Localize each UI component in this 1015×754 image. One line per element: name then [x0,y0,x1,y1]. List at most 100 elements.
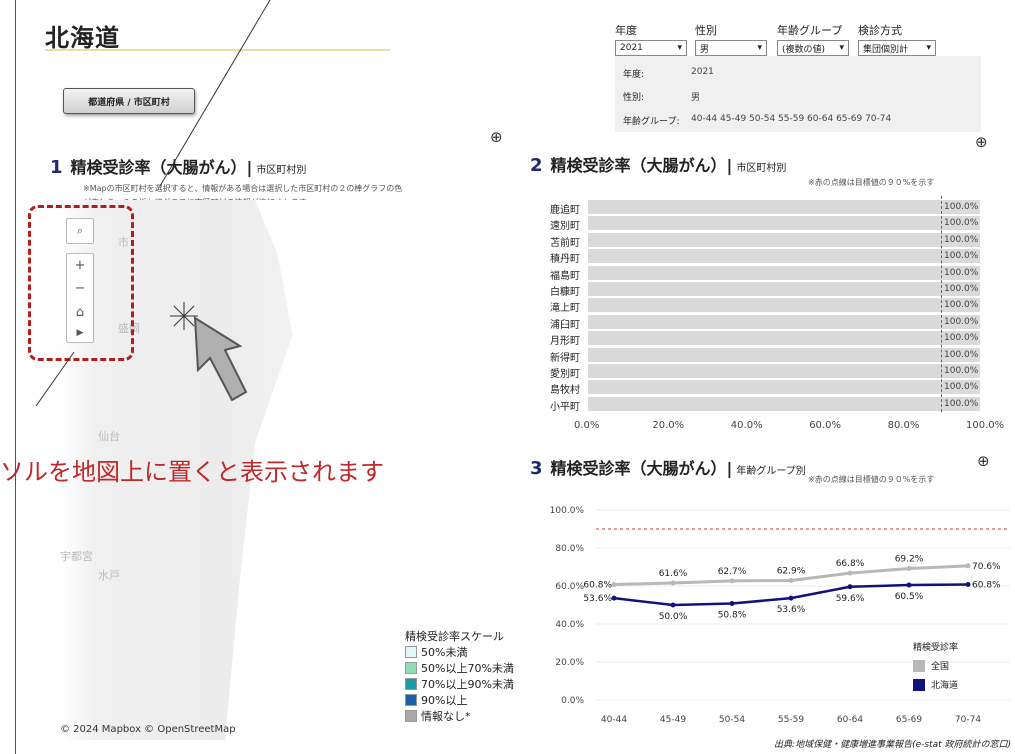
bar[interactable] [588,232,980,247]
bar[interactable] [588,347,980,362]
summary-year-value: 2021 [691,67,714,77]
filter-year-label: 年度 [615,24,637,37]
data-label: 62.9% [777,566,806,576]
filter-year[interactable]: 年度 2021 ▾ [615,22,687,56]
legend-label: 90%以上 [421,694,468,707]
legend-swatch [405,710,417,722]
x-tick-label: 60.0% [809,420,841,431]
legend-swatch [405,678,417,690]
x-tick-label: 60-64 [837,715,863,725]
bar-row[interactable]: 小平町 100.0% [548,396,996,413]
legend-label: 情報なし* [421,710,471,723]
filter-screening-method[interactable]: 検診方式 集団個別計 ▾ [858,22,936,56]
bar-row[interactable]: 白糠町 100.0% [548,282,996,298]
section2-note: ※赤の点線は目標値の９０%を示す [808,178,935,187]
bar-row[interactable]: 福島町 100.0% [548,265,996,282]
bar[interactable] [588,331,980,346]
prefecture-municipality-switch-button[interactable]: 都道府県 / 市区町村 [63,88,195,114]
bar[interactable] [588,265,980,280]
map-attribution[interactable]: © 2024 Mapbox © OpenStreetMap [60,724,236,735]
home-icon[interactable]: ⌂ [75,304,85,320]
map-cursor-callout: ソルを地図上に置くと表示されます [0,458,384,486]
filter-age-group[interactable]: 年齢グループ (複数の値) ▾ [777,22,849,56]
data-label: 70.6% [972,562,1001,572]
selection-summary: 年度: 2021 性別: 男 年齢グループ: 40-44 45-49 50-54… [615,56,981,132]
bar-category-label: 遠別町 [550,221,580,233]
bar-row[interactable]: 浦臼町 100.0% [548,314,996,331]
section1-heading: 精検受診率（大腸がん）| [70,158,253,177]
filter-screening-method-select[interactable]: 集団個別計 ▾ [858,40,936,56]
data-point [788,595,794,601]
y-tick-label: 60.0% [555,582,584,592]
zoom-in-icon[interactable]: ⊕ [977,452,990,470]
bar-row[interactable]: 月形町 100.0% [548,331,996,348]
bar[interactable] [588,364,980,378]
bar-row[interactable]: 鹿追町 100.0% [548,200,996,216]
legend-item: 50%以上70%未満 [405,660,514,676]
legend-item: 情報なし* [405,708,514,724]
bar-category-label: 鹿追町 [550,205,580,216]
y-tick-label: 20.0% [555,658,584,668]
zoom-in-icon[interactable]: ⊕ [490,128,503,146]
x-tick-label: 0.0% [574,420,600,431]
bar[interactable] [588,216,980,231]
bar-row[interactable]: 積丹町 100.0% [548,249,996,265]
data-label: 59.6% [836,594,865,604]
bar[interactable] [588,396,980,411]
title-underline [45,49,390,51]
filter-age-group-select[interactable]: (複数の値) ▾ [777,40,849,56]
section3-title: 3 精検受診率（大腸がん）| 年齢グループ別 [530,455,806,479]
filter-sex[interactable]: 性別 男 ▾ [695,22,767,56]
summary-sex-key: 性別: [623,93,645,103]
bar[interactable] [588,298,980,313]
bar-category-label: 白糠町 [550,287,580,298]
chevron-down-icon: ▾ [677,43,682,53]
bar-category-label: 月形町 [550,336,580,348]
bar-row[interactable]: 苫前町 100.0% [548,232,996,249]
x-tick-label: 80.0% [887,420,920,431]
map-navigation-controls: + − ⌂ ▶ [66,253,94,343]
bar-value-label: 100.0% [944,398,979,409]
bar-row[interactable]: 島牧村 100.0% [548,380,996,396]
data-label: 50.0% [659,612,688,622]
bar[interactable] [588,249,980,264]
bar[interactable] [588,314,980,329]
line-legend-label: 北海道 [931,681,959,691]
plus-icon[interactable]: + [74,258,86,274]
data-point [611,581,617,587]
section3-number: 3 [530,458,543,479]
bar-value-label: 100.0% [944,316,979,327]
legend-swatch [405,662,417,674]
bar-value-label: 100.0% [944,366,979,376]
choropleth-map[interactable]: 市 田 盛岡 仙台 宇都宮 水戸 [60,200,360,740]
bar-row[interactable]: 新得町 100.0% [548,347,996,364]
map-search-button[interactable]: ⌕ [66,218,94,244]
x-tick-label: 40-44 [601,715,627,725]
bar-value-label: 100.0% [944,267,979,278]
filter-sex-select[interactable]: 男 ▾ [695,40,767,56]
data-label: 53.6% [583,594,612,604]
bar-category-label: 浦臼町 [550,319,580,331]
legend-item: 90%以上 [405,692,514,708]
x-tick-label: 70-74 [955,715,981,725]
zoom-in-icon[interactable]: ⊕ [975,133,988,151]
annotation-line [35,351,75,407]
bar-row[interactable]: 愛別町 100.0% [548,364,996,380]
line-legend-swatch [913,659,925,672]
minus-icon[interactable]: − [74,281,86,297]
bar-row[interactable]: 滝上町 100.0% [548,298,996,315]
play-icon[interactable]: ▶ [76,327,84,338]
data-label: 60.5% [895,592,924,602]
section2-title: 2 精検受診率（大腸がん）| 市区町村別 [530,152,786,176]
section1-number: 1 [50,157,63,178]
bar[interactable] [588,380,980,395]
bar-row[interactable]: 遠別町 100.0% [548,216,996,233]
filter-year-select[interactable]: 2021 ▾ [615,40,687,56]
bar[interactable] [588,282,980,296]
y-tick-label: 80.0% [555,544,584,554]
y-tick-label: 40.0% [555,620,584,630]
line-legend-item: 北海道 [913,678,958,691]
data-point [611,595,617,601]
bar-category-label: 滝上町 [550,303,580,315]
bar[interactable] [588,200,980,214]
